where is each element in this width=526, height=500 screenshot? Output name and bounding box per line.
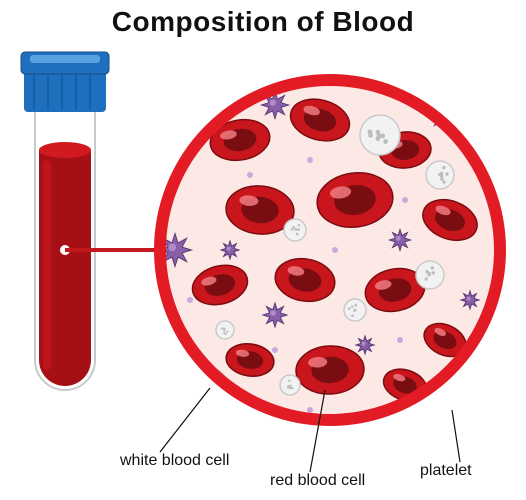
diagram-canvas — [0, 0, 526, 500]
white-blood-cell — [280, 375, 300, 395]
tube-cap-body — [24, 70, 106, 112]
platelet — [263, 303, 287, 327]
platelet — [390, 230, 411, 251]
white-blood-cell — [416, 261, 444, 289]
white-blood-cell — [216, 321, 234, 339]
speck — [307, 407, 313, 413]
blood-highlight — [43, 160, 51, 370]
speck — [187, 297, 193, 303]
platelet — [439, 389, 472, 422]
platelet — [461, 291, 479, 309]
speck — [402, 197, 408, 203]
blood-surface — [39, 142, 91, 158]
white-blood-cell — [360, 115, 400, 155]
white-blood-cell — [426, 161, 454, 189]
speck — [332, 247, 338, 253]
callout-label: red blood cell — [270, 472, 365, 490]
white-blood-cell — [344, 299, 366, 321]
speck — [307, 157, 313, 163]
diagram-stage: Composition of Blood white blood cellred… — [0, 0, 526, 500]
callout-line — [160, 388, 210, 452]
speck — [247, 172, 253, 178]
callout-label: white blood cell — [120, 452, 229, 470]
speck — [397, 337, 403, 343]
speck — [272, 347, 278, 353]
callout-label: platelet — [420, 462, 472, 480]
tube-cap-highlight — [30, 55, 100, 63]
white-blood-cell — [284, 219, 306, 241]
platelet — [221, 241, 239, 259]
platelet — [356, 336, 374, 354]
callout-line — [452, 410, 460, 462]
